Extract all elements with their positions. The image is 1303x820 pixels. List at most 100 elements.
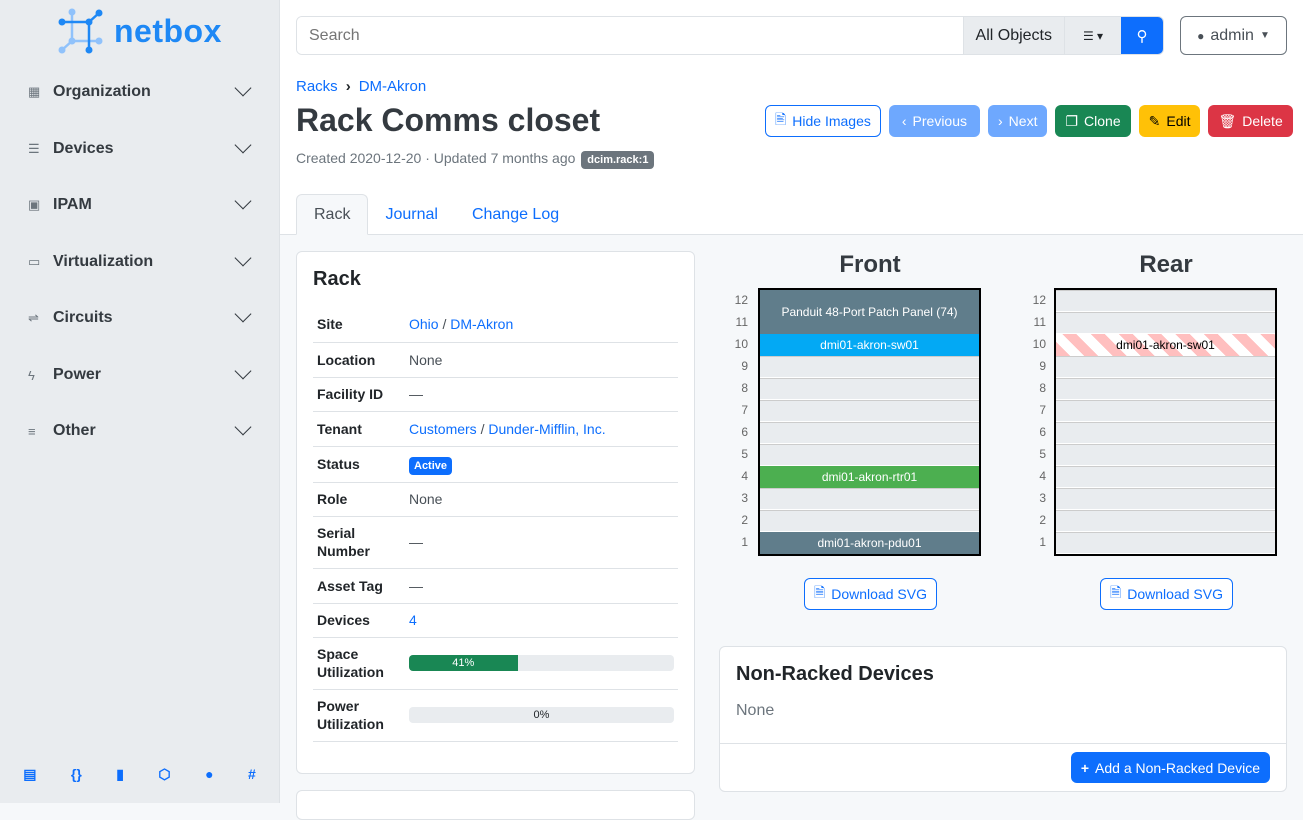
- delete-button[interactable]: 🗑 Delete: [1208, 105, 1293, 137]
- download-front-svg-button[interactable]: 🗎 Download SVG: [804, 578, 937, 610]
- page-title: Rack Comms closet: [296, 102, 601, 138]
- object-meta: Created 2020-12-20 · Updated 7 months ag…: [296, 150, 655, 169]
- rack-device[interactable]: dmi01-akron-sw01: [760, 334, 979, 356]
- rack-unit-slot[interactable]: [1056, 378, 1275, 400]
- button-label: Next: [1008, 113, 1038, 129]
- utilization-value: 0%: [533, 709, 550, 721]
- table-row: Facility ID —: [313, 377, 678, 412]
- rack-unit-slot[interactable]: [1056, 466, 1275, 488]
- graphql-icon[interactable]: ⬡: [158, 766, 171, 782]
- row-label: Site: [313, 307, 405, 343]
- unit-number: 5: [741, 447, 748, 461]
- chevron-down-icon: [234, 305, 252, 323]
- table-row: Serial Number —: [313, 516, 678, 569]
- value: —: [409, 386, 423, 402]
- rack-device[interactable]: dmi01-akron-rtr01: [760, 466, 979, 488]
- circuit-icon: ⇌: [28, 310, 39, 325]
- filter-dropdown[interactable]: ☰ ▾: [1064, 17, 1121, 54]
- rack-device[interactable]: Panduit 48-Port Patch Panel (74): [760, 290, 979, 334]
- github-icon[interactable]: ●: [205, 766, 214, 782]
- rack-unit-slot[interactable]: [1056, 290, 1275, 312]
- front-rack-elevation: Panduit 48-Port Patch Panel (74) dmi01-ak…: [758, 288, 981, 556]
- sidebar-item-ipam[interactable]: ▣ IPAM: [0, 185, 279, 225]
- sidebar-item-power[interactable]: ϟ Power: [0, 355, 279, 395]
- rack-unit-slot[interactable]: [1056, 444, 1275, 466]
- unit-number: 1: [1039, 535, 1046, 549]
- chevron-down-icon: [234, 362, 252, 380]
- table-row: Devices 4: [313, 603, 678, 638]
- book-icon[interactable]: ▤: [23, 766, 37, 782]
- search-input[interactable]: [297, 17, 963, 54]
- building-icon: ▦: [28, 84, 41, 99]
- slack-icon[interactable]: #: [247, 766, 256, 782]
- link[interactable]: Customers: [409, 420, 477, 437]
- link[interactable]: Dunder-Mifflin, Inc.: [488, 420, 606, 437]
- card-title: Rack: [313, 268, 361, 290]
- rack-unit-slot[interactable]: [760, 488, 979, 510]
- chevron-down-icon: [234, 418, 252, 436]
- link[interactable]: Ohio: [409, 316, 439, 333]
- link[interactable]: DM-Akron: [450, 316, 514, 333]
- hide-images-button[interactable]: 🖹 Hide Images: [765, 105, 881, 137]
- value: None: [409, 351, 443, 368]
- user-menu[interactable]: ● admin ▼: [1180, 16, 1287, 55]
- search-bar: All Objects ☰ ▾ ⚲: [296, 16, 1164, 55]
- filter-icon: ☰ ▾: [1082, 28, 1104, 43]
- row-value: —: [405, 568, 678, 604]
- rack-device[interactable]: dmi01-akron-sw01: [1056, 334, 1275, 356]
- search-scope-dropdown[interactable]: All Objects: [962, 17, 1064, 54]
- docs-icon[interactable]: ▮: [116, 766, 124, 782]
- sidebar-item-circuits[interactable]: ⇌ Circuits: [0, 298, 279, 338]
- button-label: Edit: [1166, 113, 1191, 129]
- button-label: Hide Images: [792, 113, 871, 129]
- breadcrumb-racks[interactable]: Racks: [296, 78, 338, 95]
- edit-button[interactable]: ✎ Edit: [1138, 105, 1201, 137]
- list-icon: ≡: [28, 423, 36, 439]
- sidebar-item-organization[interactable]: ▦ Organization: [0, 72, 279, 112]
- rack-unit-slot[interactable]: [760, 510, 979, 532]
- unit-number: 3: [741, 491, 748, 505]
- rack-unit-slot[interactable]: [1056, 532, 1275, 554]
- utilization-bar: 0%: [409, 707, 674, 723]
- rack-unit-slot[interactable]: [1056, 488, 1275, 510]
- row-value: None: [405, 482, 678, 517]
- unit-number: 10: [1032, 337, 1046, 351]
- tab-journal[interactable]: Journal: [385, 205, 438, 223]
- status-badge: Active: [409, 457, 453, 475]
- tab-change-log[interactable]: Change Log: [471, 205, 560, 223]
- clone-button[interactable]: ❐ Clone: [1055, 105, 1131, 137]
- rack-unit-slot[interactable]: [1056, 312, 1275, 334]
- unit-number: 10: [734, 337, 748, 351]
- download-rear-svg-button[interactable]: 🗎 Download SVG: [1100, 578, 1233, 610]
- sidebar-item-devices[interactable]: ☰ Devices: [0, 129, 279, 169]
- add-non-racked-device-button[interactable]: + Add a Non-Racked Device: [1070, 752, 1270, 783]
- search-button[interactable]: ⚲: [1121, 17, 1163, 54]
- rack-unit-slot[interactable]: [760, 378, 979, 400]
- sidebar-item-label: Organization: [53, 83, 151, 100]
- previous-button[interactable]: ‹ Previous: [888, 105, 980, 137]
- row-label: Facility ID: [313, 377, 405, 412]
- breadcrumb-site[interactable]: DM-Akron: [358, 78, 427, 95]
- sidebar-item-label: Power: [53, 366, 102, 383]
- rack-unit-slot[interactable]: [760, 422, 979, 444]
- unit-number: 6: [741, 425, 748, 439]
- rack-unit-slot[interactable]: [1056, 422, 1275, 444]
- row-label: Power Utilization: [313, 689, 405, 742]
- api-icon[interactable]: {}: [70, 766, 82, 782]
- rack-unit-slot[interactable]: [760, 400, 979, 422]
- non-racked-devices-card: Non-Racked Devices None + Add a Non-Racke…: [719, 646, 1287, 792]
- netbox-logo[interactable]: netbox: [58, 8, 222, 54]
- rack-unit-slot[interactable]: [760, 444, 979, 466]
- sidebar-item-virtualization[interactable]: ▭ Virtualization: [0, 242, 279, 282]
- rack-unit-slot[interactable]: [760, 356, 979, 378]
- rack-device[interactable]: dmi01-akron-pdu01: [760, 532, 979, 554]
- rack-unit-slot[interactable]: [1056, 356, 1275, 378]
- rack-unit-slot[interactable]: [1056, 510, 1275, 532]
- rack-unit-slot[interactable]: [1056, 400, 1275, 422]
- sidebar-item-other[interactable]: ≡ Other: [0, 411, 279, 451]
- devices-link[interactable]: 4: [409, 612, 417, 628]
- value: —: [409, 534, 423, 550]
- next-button[interactable]: › Next: [988, 105, 1048, 137]
- tab-rack[interactable]: Rack: [296, 194, 369, 235]
- chevron-down-icon: [234, 249, 252, 267]
